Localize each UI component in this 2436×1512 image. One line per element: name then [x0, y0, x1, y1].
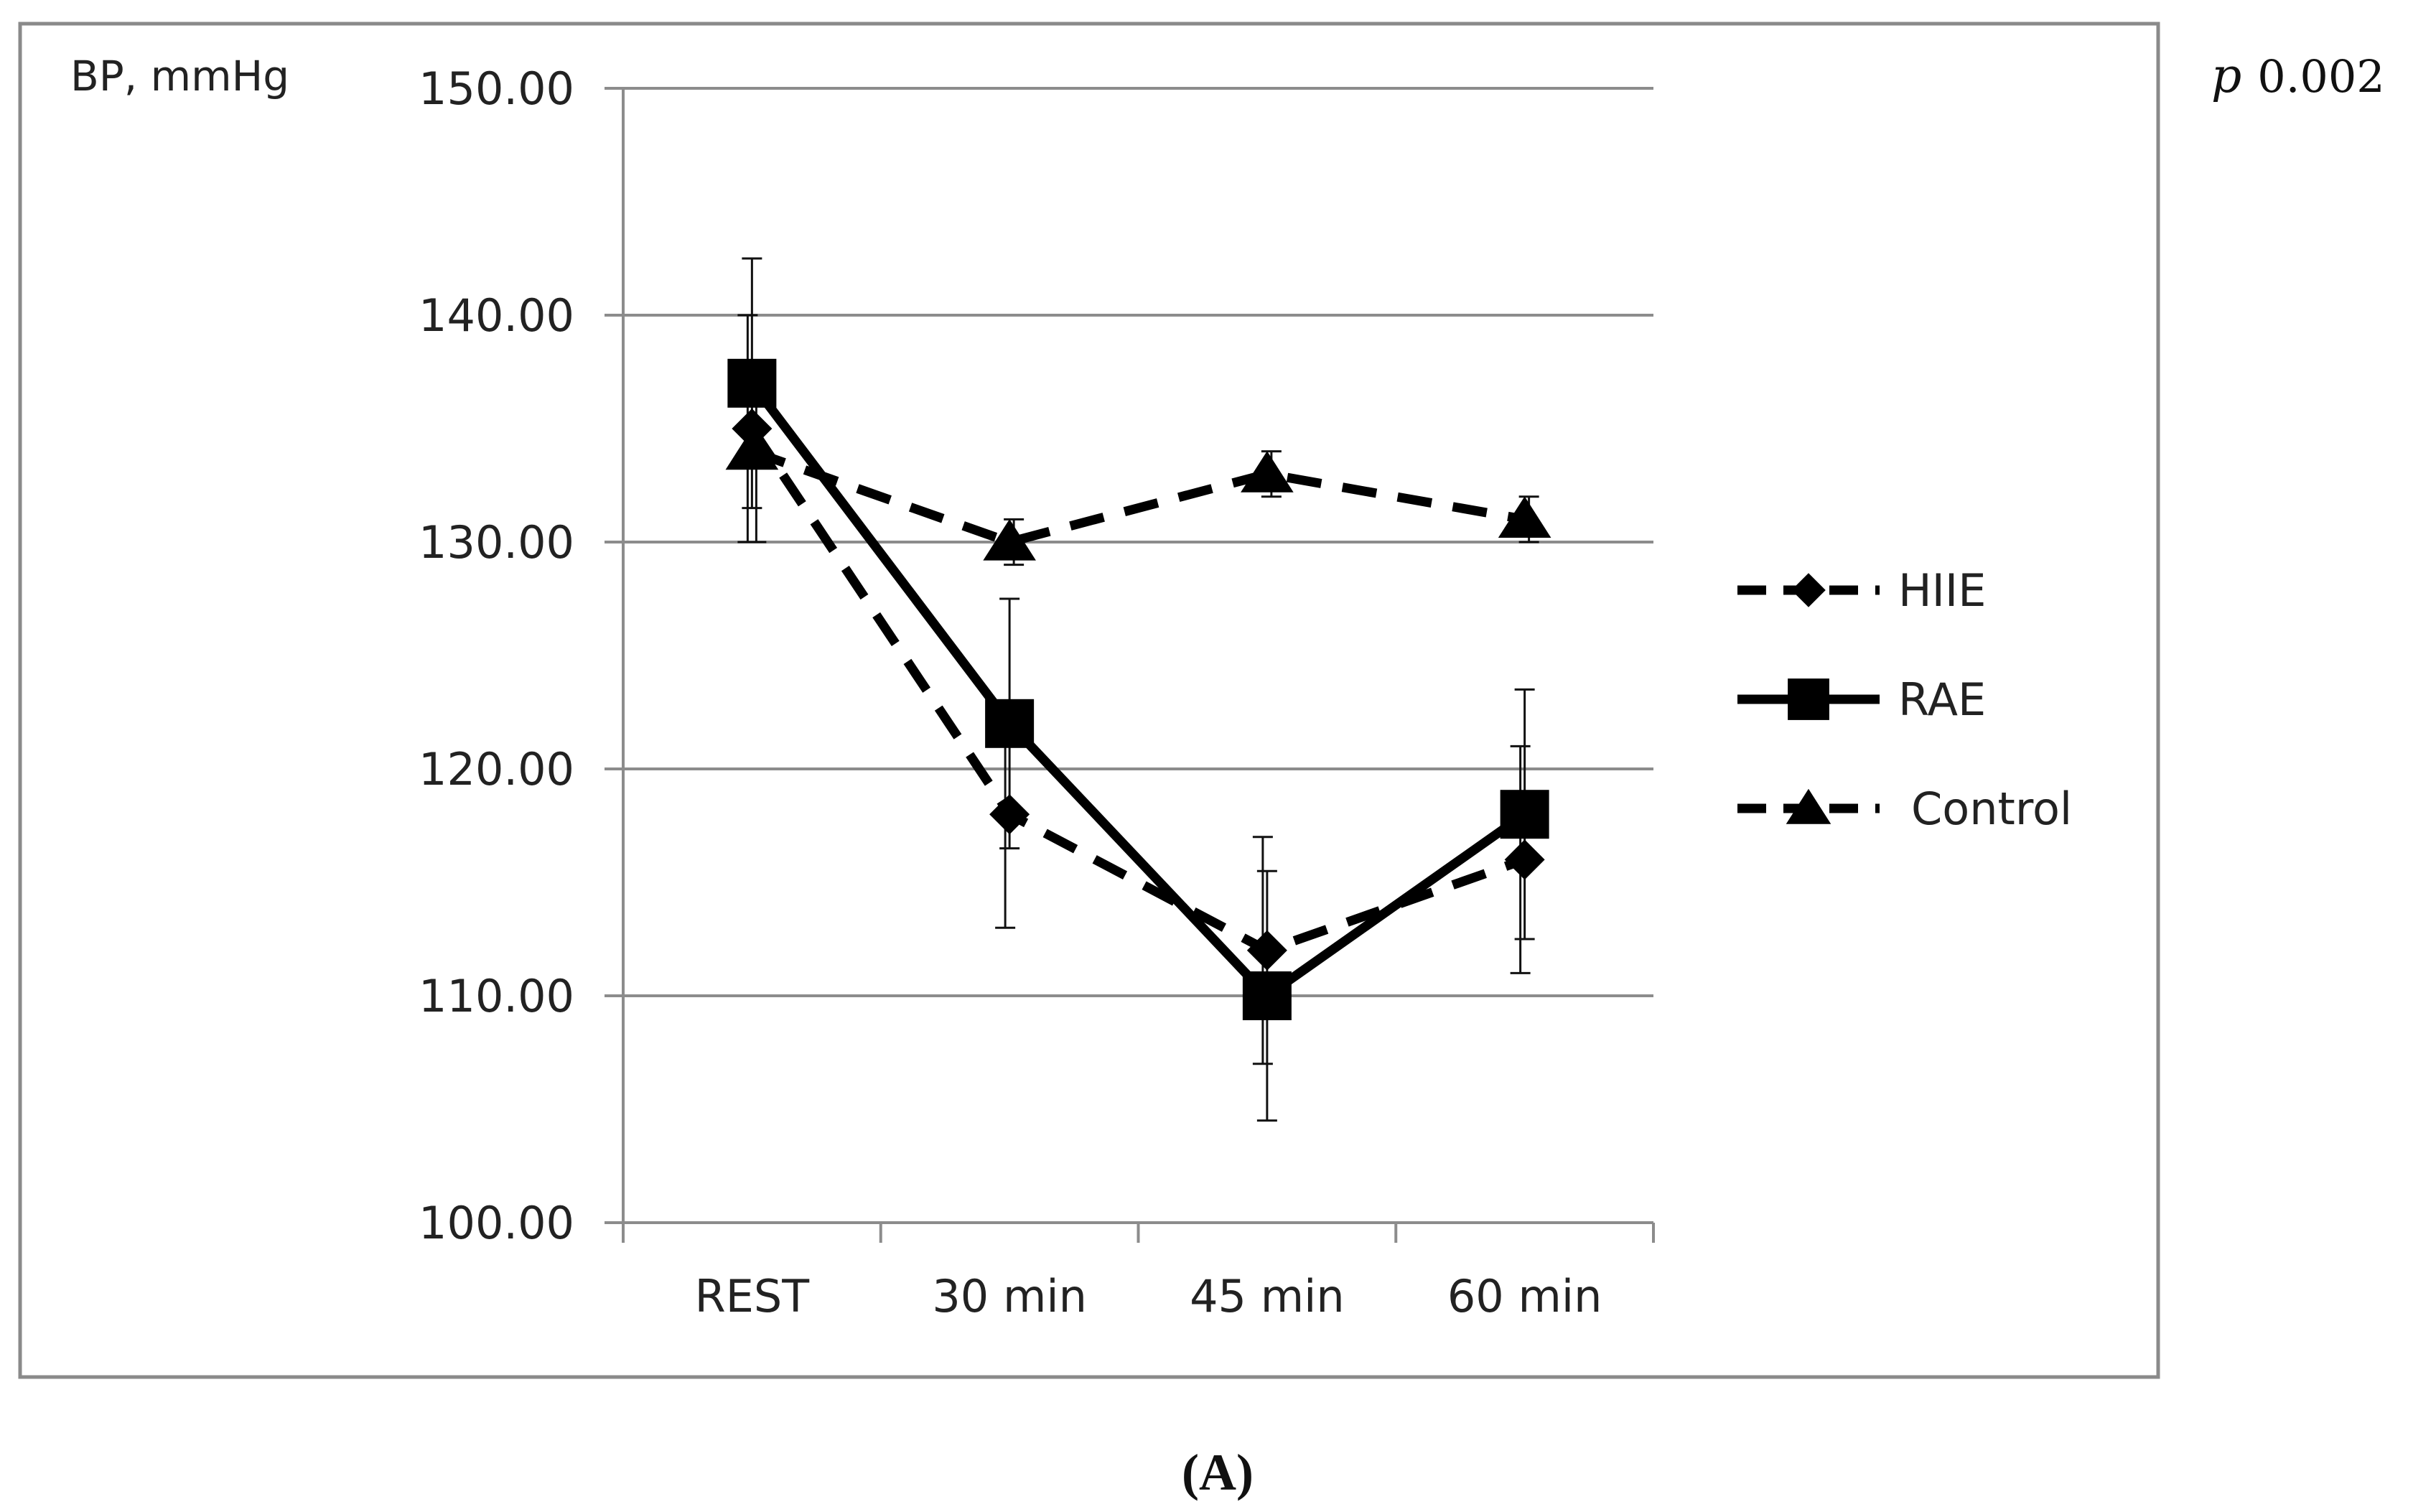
y-tick-label-120: 120.00 — [419, 743, 574, 795]
marker-rae-0 — [727, 358, 777, 408]
p-value: 0.002 — [2257, 50, 2385, 103]
marker-hiie-2 — [1246, 930, 1287, 971]
y-tick-label-150: 150.00 — [419, 62, 574, 115]
marker-control-3 — [1498, 496, 1551, 538]
x-tick-label-2: 45 min — [1190, 1270, 1345, 1322]
gridlines — [623, 87, 1653, 997]
marker-control-0 — [725, 428, 779, 470]
marker-hiie-1 — [989, 794, 1030, 835]
figure-caption: (A) — [1182, 1444, 1254, 1501]
marker-rae-2 — [1242, 971, 1292, 1020]
p-symbol: p — [2211, 48, 2241, 103]
legend-marker-control — [1786, 788, 1831, 824]
axes — [605, 87, 1655, 1243]
marker-hiie-3 — [1504, 839, 1545, 880]
x-tick-labels: REST 30 min 45 min 60 min — [695, 1270, 1602, 1322]
marker-rae-3 — [1500, 790, 1549, 839]
legend-marker-rae — [1788, 678, 1829, 720]
marker-control-1 — [983, 519, 1036, 561]
y-tick-label-140: 140.00 — [419, 289, 574, 342]
x-tick-label-0: REST — [695, 1270, 811, 1322]
marker-control-2 — [1241, 451, 1294, 493]
x-tick-label-1: 30 min — [932, 1270, 1087, 1322]
series-line-control — [750, 447, 1526, 547]
p-value-annotation: p 0.002 — [2211, 48, 2385, 103]
legend: HIIE RAE Control — [1737, 564, 2072, 835]
y-tick-label-110: 110.00 — [419, 970, 574, 1022]
y-tick-label-130: 130.00 — [419, 516, 574, 569]
series-markers — [725, 358, 1551, 1020]
legend-label-hiie: HIIE — [1898, 564, 1986, 617]
legend-marker-hiie — [1791, 573, 1826, 607]
y-axis-label: BP, mmHg — [70, 52, 289, 101]
y-tick-label-100: 100.00 — [419, 1197, 574, 1249]
y-tick-labels: 100.00 110.00 120.00 130.00 140.00 150.00 — [419, 62, 574, 1249]
legend-label-control: Control — [1911, 783, 2072, 835]
series-line-rae — [748, 380, 1528, 1001]
marker-rae-1 — [985, 699, 1035, 748]
series-lines — [747, 380, 1528, 1001]
legend-label-rae: RAE — [1898, 673, 1986, 726]
x-tick-label-3: 60 min — [1447, 1270, 1602, 1322]
series-line-hiie — [747, 426, 1526, 956]
